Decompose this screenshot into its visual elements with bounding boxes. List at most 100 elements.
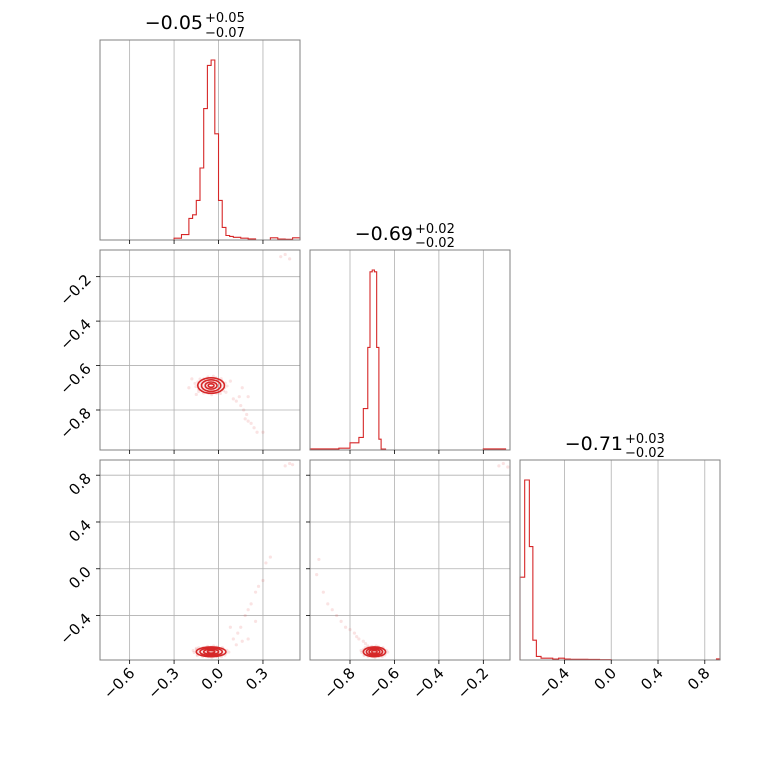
- x-tick-label: −0.4: [535, 664, 573, 702]
- x-tick-label: −0.6: [365, 664, 403, 702]
- sample-point: [360, 651, 364, 655]
- sample-point: [224, 390, 228, 394]
- sample-point: [239, 403, 243, 408]
- sample-point: [194, 646, 198, 650]
- sample-point: [357, 637, 361, 641]
- sample-point: [348, 627, 352, 632]
- axis-ticks: −0.6 −0.3 0.0 0.3 −0.4 0.0 0.4 0.8: [56, 469, 271, 702]
- sample-point: [194, 392, 198, 397]
- density-contour: [199, 647, 224, 657]
- sample-point: [506, 465, 510, 469]
- title-plus: +0.03: [625, 432, 665, 447]
- panel-joint-1-2: −0.8 −0.6 −0.4 −0.2: [306, 459, 511, 703]
- sample-point: [246, 395, 250, 399]
- x-tick-label: −0.2: [454, 664, 492, 702]
- sample-point: [231, 397, 235, 401]
- sample-point: [194, 385, 198, 389]
- sample-point: [193, 381, 197, 385]
- density-contour: [200, 378, 222, 393]
- density-contour: [195, 646, 227, 658]
- sample-point: [197, 390, 201, 394]
- sample-point: [245, 412, 249, 417]
- y-tick-label: 0.4: [65, 516, 95, 546]
- title-main: −0.69: [355, 223, 413, 245]
- sample-point: [218, 391, 222, 395]
- x-tick-label: −0.4: [409, 664, 447, 702]
- sample-point: [225, 384, 229, 388]
- title-param-2: −0.71 +0.03 −0.02: [565, 432, 665, 461]
- sample-point: [234, 399, 238, 403]
- title-main: −0.05: [145, 12, 203, 34]
- sample-point: [261, 430, 265, 434]
- sample-point: [264, 561, 268, 565]
- x-tick-label: 0.8: [684, 664, 714, 694]
- sample-point: [279, 255, 283, 259]
- sample-point: [234, 643, 238, 647]
- sample-point: [228, 625, 232, 629]
- x-tick-label: 0.0: [590, 664, 620, 694]
- panel-joint-0-2: −0.6 −0.3 0.0 0.3 −0.4 0.0 0.4 0.8: [56, 459, 301, 703]
- density-contour: [365, 647, 384, 657]
- sample-point: [361, 639, 365, 643]
- joint-marks: [191, 461, 295, 660]
- sample-point: [187, 386, 191, 390]
- sample-point: [501, 461, 505, 466]
- sample-point: [243, 417, 247, 421]
- sample-point: [315, 573, 319, 577]
- title-minus: −0.02: [415, 236, 455, 251]
- ticks-hist-1: [349, 450, 484, 454]
- sample-point: [321, 590, 325, 594]
- panel-frame: [99, 39, 301, 241]
- sample-point: [246, 608, 250, 612]
- sample-point: [237, 395, 241, 399]
- sample-point: [288, 461, 292, 466]
- x-tick-label: 0.3: [242, 664, 272, 694]
- sample-point: [261, 578, 265, 583]
- sample-point: [339, 619, 343, 624]
- joint-marks: [187, 252, 292, 434]
- panel-hist-2: −0.4 0.0 0.4 0.8 −0.71 +0.03 −0.02: [519, 432, 721, 703]
- x-tick-label: −0.6: [100, 664, 138, 702]
- sample-point: [366, 644, 370, 648]
- sample-point: [335, 613, 339, 618]
- y-tick-label: −0.8: [56, 404, 94, 442]
- density-contour: [207, 382, 215, 389]
- density-contour: [362, 646, 387, 658]
- y-tick-label: −0.4: [56, 610, 94, 648]
- sample-point: [190, 377, 194, 381]
- sample-point: [198, 377, 202, 381]
- title-minus: −0.02: [625, 446, 665, 461]
- x-tick-label: 0.0: [198, 664, 228, 694]
- sample-point: [363, 642, 368, 646]
- x-tick-label: −0.3: [144, 664, 182, 702]
- sample-point: [249, 421, 253, 425]
- grid: [100, 250, 300, 450]
- panel-frame: [309, 459, 511, 661]
- grid-hist-1: [349, 250, 484, 450]
- sample-point: [268, 555, 272, 559]
- ticks-hist-0: [129, 240, 264, 244]
- sample-point: [288, 257, 292, 261]
- sample-point: [252, 426, 256, 430]
- sample-point: [231, 637, 235, 641]
- sample-point: [317, 557, 321, 562]
- sample-point: [236, 631, 240, 635]
- sample-point: [191, 648, 195, 652]
- sample-point: [283, 464, 287, 468]
- sample-point: [343, 625, 348, 629]
- sample-point: [253, 619, 258, 624]
- sample-point: [249, 602, 253, 606]
- title-plus: +0.05: [205, 11, 245, 26]
- panel-frame: [99, 459, 301, 661]
- sample-point: [290, 463, 295, 467]
- ticks-hist-2: −0.4 0.0 0.4 0.8: [535, 660, 714, 703]
- histogram-param-1: [309, 269, 510, 451]
- sample-point: [326, 602, 330, 606]
- title-param-1: −0.69 +0.02 −0.02: [355, 222, 455, 251]
- axis-ticks: −0.8−0.6−0.4−0.2: [306, 474, 492, 703]
- density-contour: [370, 649, 378, 655]
- panel-hist-1: −0.69 +0.02 −0.02: [309, 222, 511, 454]
- sample-point: [240, 639, 244, 643]
- sample-point: [386, 650, 390, 654]
- sample-point: [330, 608, 334, 612]
